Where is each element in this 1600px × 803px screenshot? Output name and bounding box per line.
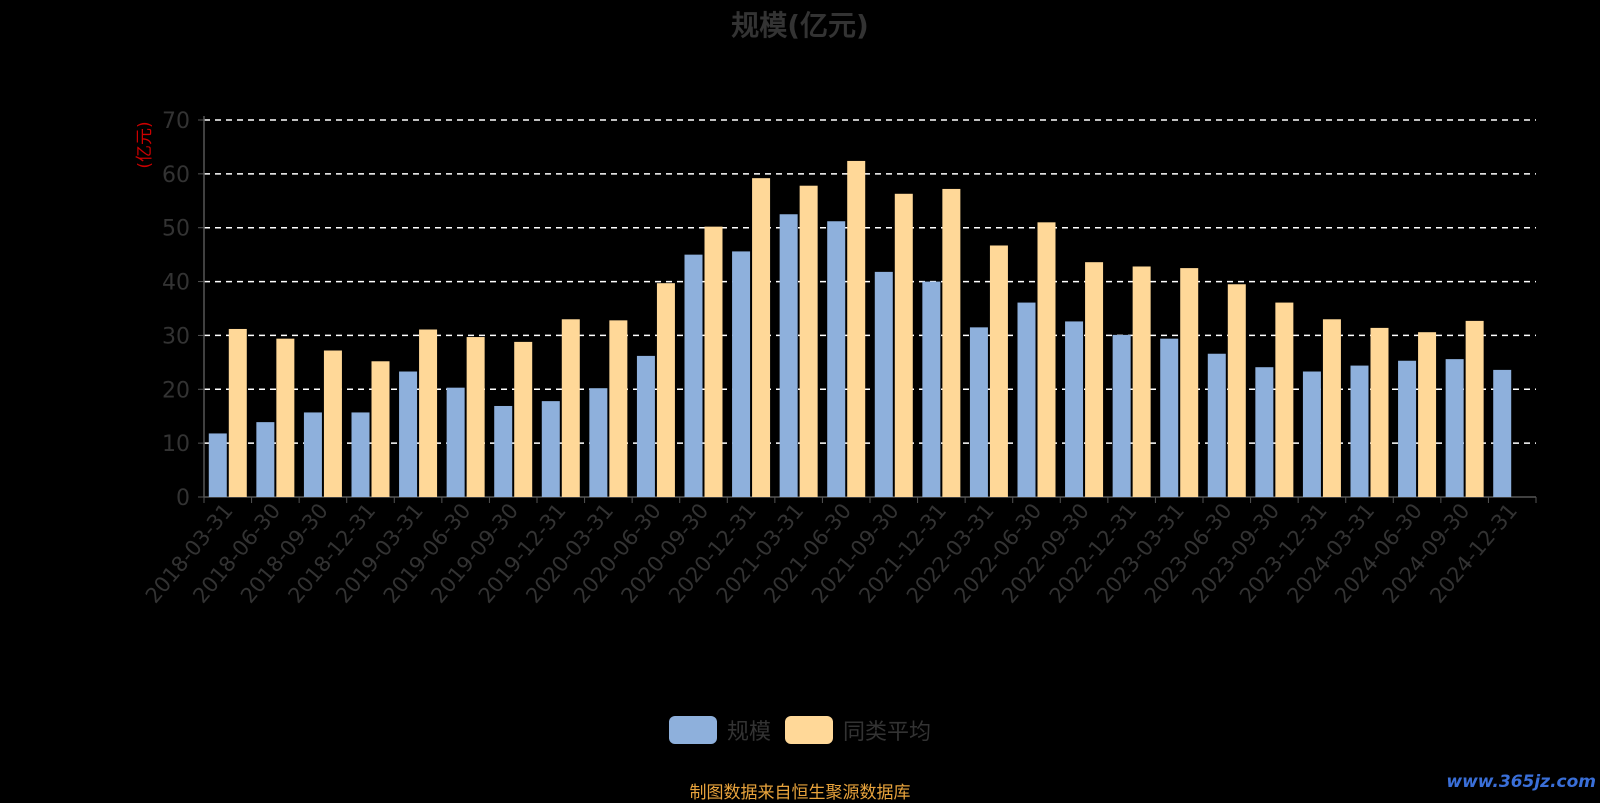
bar-peer-average[interactable] [1085,262,1104,497]
bar-peer-average[interactable] [1275,302,1294,497]
y-tick-label: 70 [162,109,190,134]
bar-peer-average[interactable] [1322,319,1341,497]
bar-scale[interactable] [1112,334,1131,497]
bar-scale[interactable] [1350,365,1369,497]
legend-label-peer-average: 同类平均 [843,720,932,745]
bar-scale[interactable] [1065,321,1084,497]
bar-peer-average[interactable] [1465,320,1484,497]
bar-scale[interactable] [1302,371,1321,497]
y-tick-label: 50 [162,217,190,242]
bar-scale[interactable] [208,433,227,497]
bar-peer-average[interactable] [847,160,866,497]
watermark: www.365jz.com [1446,772,1596,792]
legend-label-scale: 规模 [726,720,771,745]
bar-scale[interactable] [1017,302,1036,497]
y-tick-label: 60 [162,163,190,188]
bar-chart: 0 10 20 30 40 50 60 70 2018-03-312018-06-302018… [135,109,1537,608]
bar-peer-average[interactable] [1370,327,1389,497]
bar-peer-average[interactable] [609,320,628,497]
legend-swatch-scale [668,716,717,744]
bar-scale[interactable] [303,412,322,497]
bar-scale[interactable] [1398,360,1417,497]
bar-scale[interactable] [541,401,560,497]
bar-scale[interactable] [732,251,751,497]
bar-scale[interactable] [1207,353,1226,497]
bar-scale[interactable] [399,371,418,497]
bar-peer-average[interactable] [228,328,247,497]
bars [208,160,1512,498]
bar-peer-average[interactable] [799,185,818,497]
bar-scale[interactable] [684,254,703,497]
legend-item-scale[interactable]: 规模 [668,714,771,746]
y-tick-label: 10 [162,432,190,457]
bar-scale[interactable] [256,422,275,497]
y-axis-label: (亿元) [135,121,155,168]
bar-peer-average[interactable] [704,226,723,497]
bar-peer-average[interactable] [1418,332,1437,497]
bar-scale[interactable] [827,221,846,497]
bar-scale[interactable] [874,271,893,497]
legend: 规模 同类平均 [0,714,1600,746]
bar-peer-average[interactable] [514,341,533,497]
bar-peer-average[interactable] [989,245,1008,497]
chart-title: 规模(亿元) [731,9,869,42]
bar-peer-average[interactable] [561,319,580,497]
bar-scale[interactable] [1160,338,1179,497]
bar-scale[interactable] [779,214,798,497]
bar-scale[interactable] [636,355,655,497]
bar-peer-average[interactable] [419,329,438,497]
y-tick-label: 40 [162,271,190,296]
bar-scale[interactable] [1255,367,1274,497]
bar-peer-average[interactable] [1180,268,1199,497]
bar-scale[interactable] [922,281,941,497]
bar-peer-average[interactable] [276,338,295,497]
y-tick-label: 0 [176,486,190,511]
bar-scale[interactable] [1493,369,1512,497]
bar-peer-average[interactable] [1227,284,1246,497]
legend-item-peer-average[interactable]: 同类平均 [785,714,931,746]
source-note: 制图数据来自恒生聚源数据库 [689,783,911,803]
bar-peer-average[interactable] [656,283,675,497]
bar-scale[interactable] [446,387,465,497]
bar-peer-average[interactable] [942,188,961,498]
bar-peer-average[interactable] [466,337,485,497]
bar-scale[interactable] [589,388,608,497]
y-tick-label: 30 [162,324,190,349]
bar-peer-average[interactable] [371,361,390,497]
bar-peer-average[interactable] [323,350,342,497]
x-tick-labels: 2018-03-312018-06-302018-09-302018-12-31… [141,499,1522,608]
bar-scale[interactable] [494,405,513,497]
bar-scale[interactable] [969,327,988,497]
y-tick-label: 20 [162,378,190,403]
bar-scale[interactable] [1445,359,1464,497]
bar-peer-average[interactable] [752,178,771,497]
legend-swatch-peer-average [785,716,833,744]
bar-scale[interactable] [351,412,370,497]
bar-peer-average[interactable] [894,193,913,497]
bar-peer-average[interactable] [1132,266,1151,497]
bar-peer-average[interactable] [1037,222,1056,498]
